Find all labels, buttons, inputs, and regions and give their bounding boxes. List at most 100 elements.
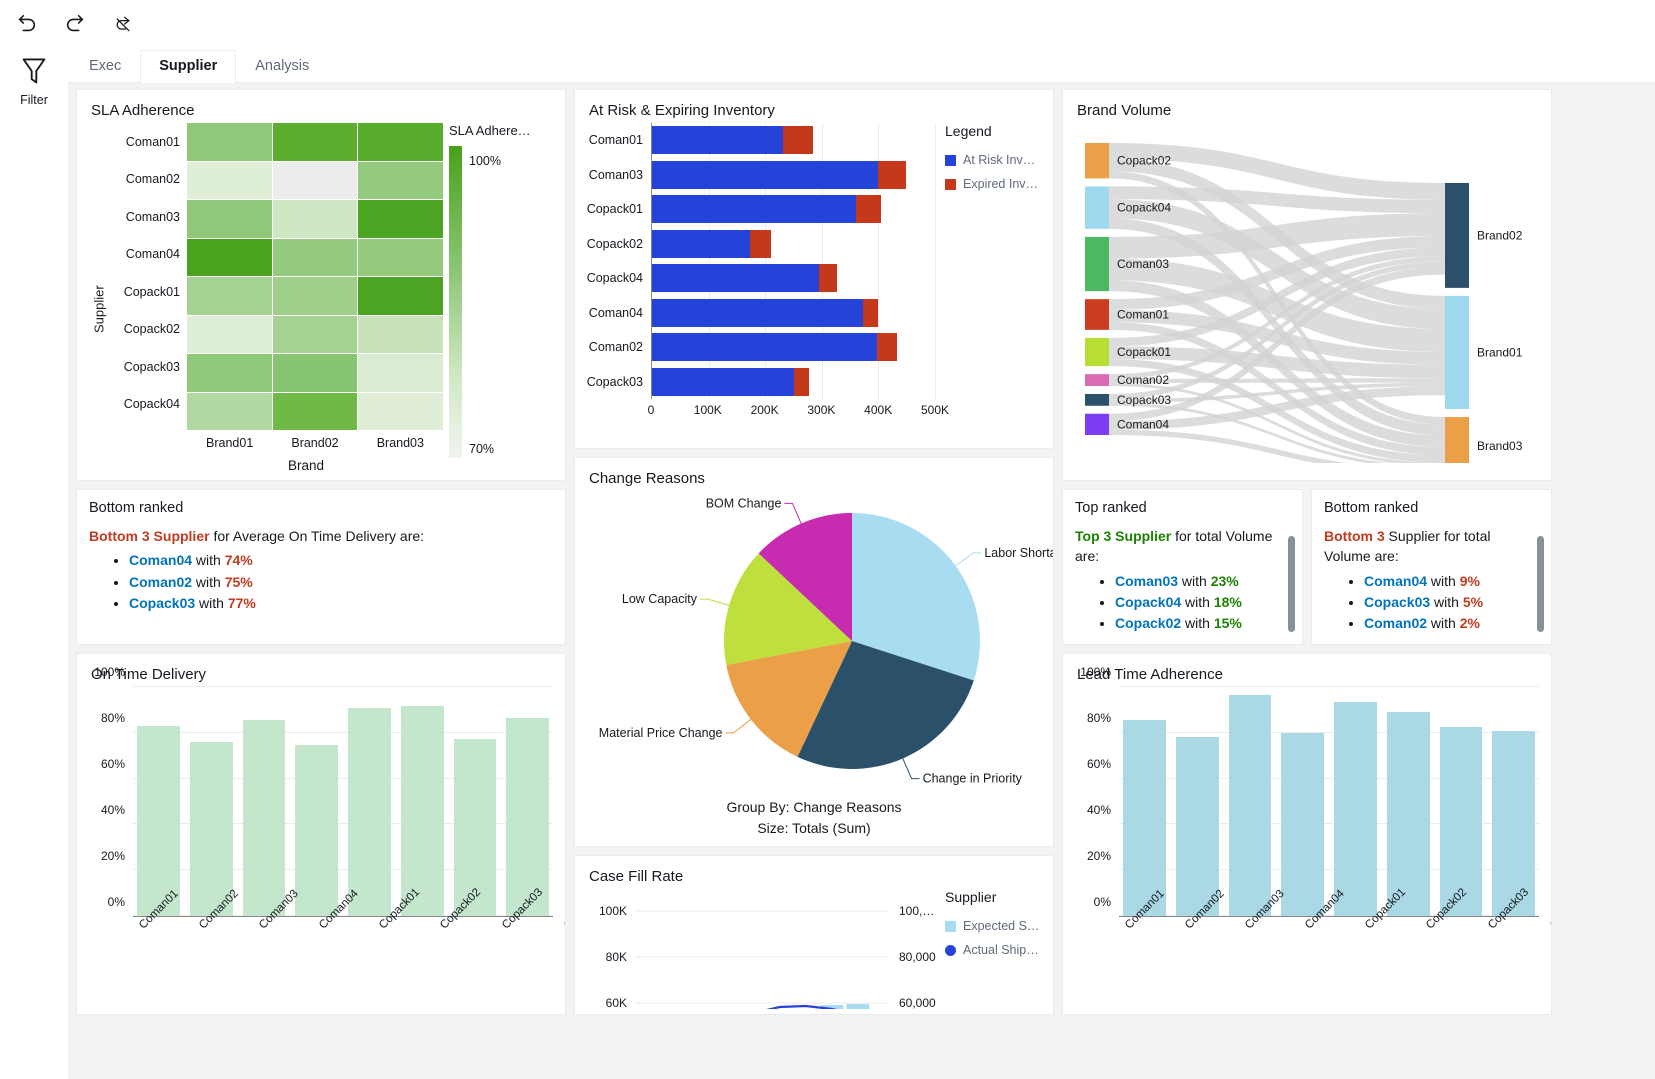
sla-heatmap-cell[interactable]: [187, 277, 272, 315]
sla-heatmap-cell[interactable]: [358, 123, 443, 161]
vbar-bar[interactable]: [1439, 727, 1483, 916]
legend-item-expected-ship[interactable]: Expected S…: [945, 919, 1041, 933]
at-risk-bar-segment[interactable]: [878, 160, 906, 189]
at-risk-bar-row[interactable]: [652, 158, 935, 193]
at-risk-bar-segment[interactable]: [818, 264, 838, 293]
sankey-link[interactable]: [1109, 322, 1445, 456]
sankey-link[interactable]: [1109, 247, 1445, 347]
sla-heatmap-cell[interactable]: [272, 161, 358, 199]
sankey-target-node[interactable]: [1445, 417, 1469, 475]
vbar-bar[interactable]: [242, 720, 286, 916]
redo-icon[interactable]: [58, 7, 92, 41]
vbar-bar[interactable]: [506, 717, 549, 916]
sankey-link[interactable]: [1109, 256, 1445, 379]
pie-slice[interactable]: [797, 641, 974, 769]
at-risk-bar-row[interactable]: [652, 261, 935, 296]
sankey-target-node[interactable]: [1445, 183, 1469, 288]
at-risk-bar-segment[interactable]: [652, 298, 863, 327]
at-risk-bar-segment[interactable]: [855, 195, 882, 224]
top-ranked-scrollbar[interactable]: [1288, 536, 1295, 632]
vbar-bar[interactable]: [189, 741, 233, 916]
sla-heatmap-cell[interactable]: [187, 123, 272, 161]
sankey-link[interactable]: [1109, 258, 1445, 352]
sla-heatmap-cell[interactable]: [187, 161, 272, 199]
vbar-bar[interactable]: [1228, 695, 1272, 916]
sankey-source-node[interactable]: [1085, 337, 1109, 367]
vbar-bar[interactable]: [453, 738, 497, 916]
sla-heatmap-cell[interactable]: [187, 354, 272, 392]
sla-heatmap-cell[interactable]: [187, 238, 272, 276]
vbar-bar[interactable]: [1175, 737, 1219, 916]
sla-heatmap-cell[interactable]: [272, 277, 358, 315]
at-risk-bar-row[interactable]: [652, 365, 935, 400]
vbar-bar[interactable]: [295, 745, 338, 916]
vbar-bar[interactable]: [1492, 730, 1535, 916]
sankey-source-node[interactable]: [1085, 143, 1109, 179]
pie-slice[interactable]: [758, 513, 852, 641]
at-risk-bar-segment[interactable]: [862, 298, 879, 327]
sankey-link[interactable]: [1109, 218, 1445, 436]
sankey-link[interactable]: [1109, 186, 1445, 214]
at-risk-bar-segment[interactable]: [652, 160, 879, 189]
vbar-bar[interactable]: [137, 725, 180, 916]
reset-icon[interactable]: [106, 7, 140, 41]
at-risk-bar-segment[interactable]: [749, 229, 772, 258]
vbar-bar[interactable]: [1386, 712, 1430, 916]
on-time-delivery-plot[interactable]: 0% 20% 40% 60% 80% 100%: [94, 665, 553, 917]
vbar-bar[interactable]: [1281, 732, 1324, 916]
sankey-source-node[interactable]: [1085, 299, 1109, 330]
sankey-source-node[interactable]: [1085, 186, 1109, 229]
sankey-link[interactable]: [1109, 266, 1445, 422]
sankey-link[interactable]: [1109, 386, 1445, 430]
change-reasons-pie[interactable]: Labor Shortage Change in Priority Material…: [587, 491, 1053, 791]
sankey-link[interactable]: [1109, 261, 1445, 400]
cfr-bar[interactable]: [846, 1004, 870, 1014]
at-risk-bar-segment[interactable]: [652, 126, 784, 155]
at-risk-plot[interactable]: [651, 123, 936, 400]
legend-item-at-risk[interactable]: At Risk Inv…: [945, 153, 1041, 167]
sankey-target-node[interactable]: [1445, 295, 1469, 410]
sla-heatmap-cell[interactable]: [272, 123, 358, 161]
sankey-link[interactable]: [1109, 309, 1445, 365]
at-risk-bar-row[interactable]: [652, 227, 935, 262]
tab-supplier[interactable]: Supplier: [140, 50, 237, 83]
sankey-link[interactable]: [1109, 429, 1445, 475]
sla-heatmap-cell[interactable]: [187, 392, 272, 430]
pie-slice[interactable]: [726, 641, 852, 757]
at-risk-bar-row[interactable]: [652, 192, 935, 227]
sla-heatmap-cell[interactable]: [358, 200, 443, 238]
sla-heatmap-cell[interactable]: [358, 354, 443, 392]
vbar-bar[interactable]: [400, 706, 444, 916]
sla-heatmap-cell[interactable]: [272, 200, 358, 238]
at-risk-bar-row[interactable]: [652, 330, 935, 365]
sla-heatmap-cell[interactable]: [358, 315, 443, 353]
sankey-link[interactable]: [1109, 199, 1445, 330]
sla-heatmap-cell[interactable]: [187, 315, 272, 353]
at-risk-bar-segment[interactable]: [652, 367, 794, 396]
sla-heatmap-cell[interactable]: [272, 354, 358, 392]
lead-time-adherence-plot[interactable]: 0% 20% 40% 60% 80% 100%: [1080, 665, 1539, 917]
sankey-link[interactable]: [1109, 143, 1445, 200]
case-fill-rate-plot[interactable]: 100K 100,… 80K 80,000 60K 60,000: [587, 889, 936, 1014]
at-risk-bar-segment[interactable]: [652, 195, 856, 224]
vbar-bar[interactable]: [1123, 720, 1166, 916]
sankey-link[interactable]: [1109, 382, 1445, 403]
vbar-bar[interactable]: [1334, 701, 1377, 916]
at-risk-bar-segment[interactable]: [877, 333, 898, 362]
brand-volume-sankey[interactable]: Copack02 Copack04 Coman03 Coman01 Copack01 Co…: [1075, 123, 1539, 475]
at-risk-bar-row[interactable]: [652, 296, 935, 331]
sla-heatmap-cell[interactable]: [358, 161, 443, 199]
filter-button[interactable]: Filter: [20, 56, 48, 107]
sla-heatmap-cell[interactable]: [187, 200, 272, 238]
sla-heatmap-cell[interactable]: [272, 392, 358, 430]
sankey-link[interactable]: [1109, 383, 1445, 466]
sankey-link[interactable]: [1109, 213, 1445, 259]
sla-heatmap-cell[interactable]: [272, 315, 358, 353]
sankey-source-node[interactable]: [1085, 374, 1109, 386]
at-risk-bar-segment[interactable]: [793, 367, 810, 396]
at-risk-bar-segment[interactable]: [652, 264, 819, 293]
pie-slice[interactable]: [724, 553, 852, 665]
tab-exec[interactable]: Exec: [89, 58, 122, 74]
at-risk-bar-row[interactable]: [652, 123, 935, 158]
at-risk-bar-segment[interactable]: [652, 229, 750, 258]
